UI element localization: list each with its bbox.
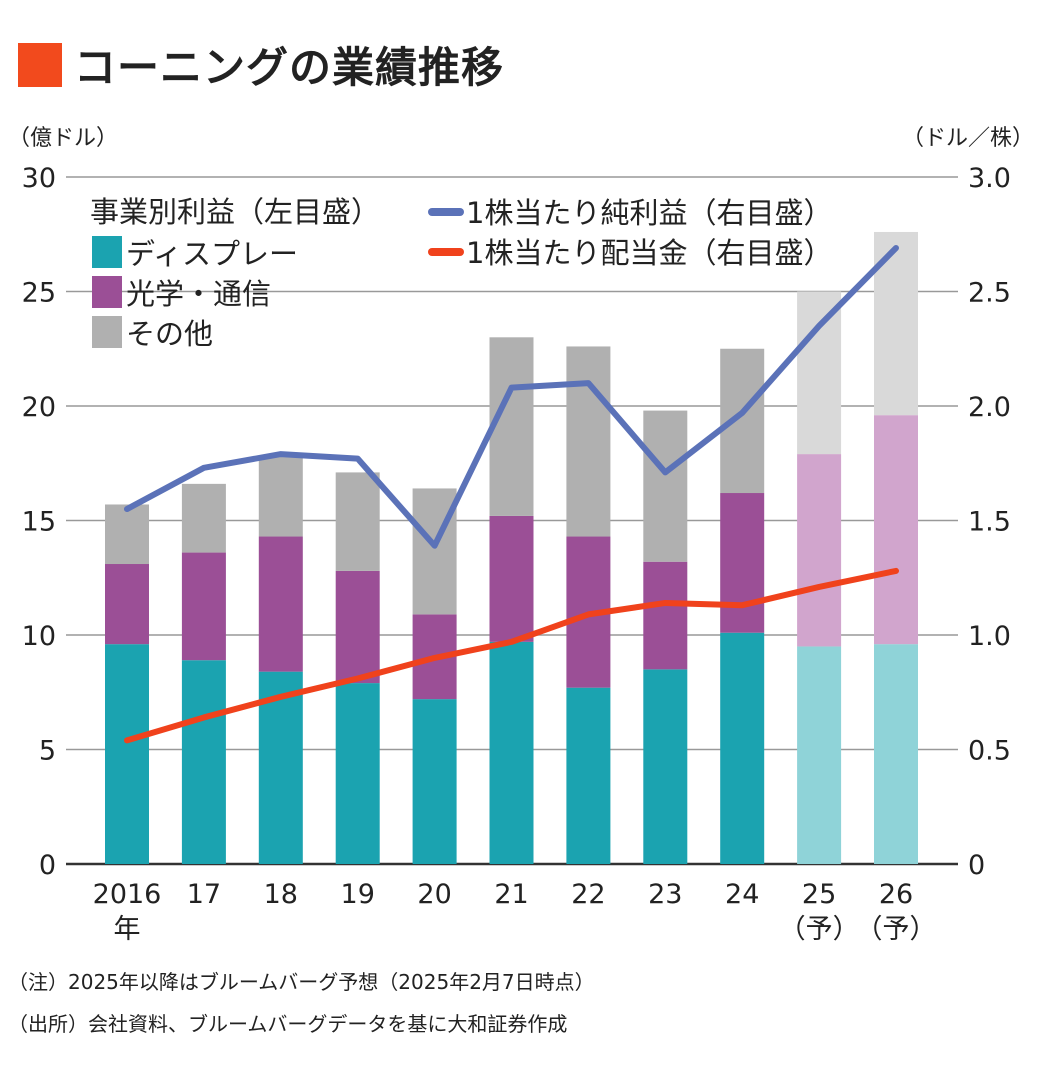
- x-tick-label: 2016: [93, 879, 162, 910]
- x-tick-sublabel: （予）: [856, 914, 937, 945]
- bar-other: [720, 348, 765, 494]
- bar-optical-comm: [797, 454, 842, 647]
- x-tick-label: 19: [341, 879, 375, 910]
- bar-display: [412, 699, 457, 864]
- bar-display: [566, 687, 611, 864]
- left-tick-label: 15: [22, 507, 56, 538]
- bar-optical-comm: [489, 515, 534, 642]
- bar-optical-comm: [643, 561, 688, 670]
- left-tick-label: 0: [39, 850, 56, 881]
- right-tick-label: 1.5: [968, 507, 1011, 538]
- x-tick-label: 22: [571, 879, 605, 910]
- note-text: （注）2025年以降はブルームバーグ予想（2025年2月7日時点）: [8, 970, 595, 994]
- bar-display: [874, 644, 918, 864]
- x-tick-label: 17: [187, 879, 221, 910]
- x-tick-label: 18: [264, 879, 298, 910]
- bar-other: [797, 291, 842, 455]
- source-text: （出所）会社資料、ブルームバーグデータを基に大和証券作成: [8, 1012, 568, 1036]
- legend-label: ディスプレー: [126, 237, 298, 271]
- bar-optical-comm: [181, 552, 226, 661]
- bar-optical-comm: [105, 564, 149, 645]
- bar-other: [105, 504, 149, 565]
- left-axis-unit: （億ドル）: [8, 126, 119, 151]
- bar-display: [643, 669, 688, 864]
- left-tick-label: 30: [22, 163, 56, 194]
- x-tick-sublabel: 年: [114, 914, 141, 945]
- right-tick-label: 1.0: [968, 621, 1011, 652]
- bar-other: [643, 410, 688, 562]
- right-tick-label: 0: [968, 850, 985, 881]
- left-tick-label: 5: [39, 736, 56, 767]
- bar-optical-comm: [258, 536, 303, 672]
- bar-display: [797, 646, 842, 864]
- legend-swatch: [92, 236, 122, 268]
- legend-label: 1株当たり配当金（右目盛）: [466, 236, 832, 270]
- bar-optical-comm: [720, 493, 765, 633]
- bar-display: [335, 683, 380, 864]
- bar-other: [566, 346, 611, 537]
- right-tick-label: 2.5: [968, 278, 1011, 309]
- left-tick-label: 25: [22, 278, 56, 309]
- bar-display: [105, 644, 149, 864]
- chart-title: コーニングの業績推移: [18, 34, 504, 95]
- title-text: コーニングの業績推移: [74, 43, 505, 92]
- bar-display: [181, 660, 226, 864]
- right-tick-label: 3.0: [968, 163, 1011, 194]
- legend-swatch: [92, 316, 122, 348]
- left-tick-label: 10: [22, 621, 56, 652]
- bar-optical-comm: [874, 415, 918, 645]
- bar-other: [335, 472, 380, 571]
- legend-swatch: [92, 276, 122, 308]
- legend-label: その他: [126, 317, 213, 351]
- right-axis-unit: （ドル／株）: [901, 126, 1034, 151]
- x-tick-sublabel: （予）: [779, 914, 860, 945]
- x-tick-label: 20: [417, 879, 451, 910]
- bar-display: [489, 641, 534, 864]
- right-tick-label: 0.5: [968, 736, 1011, 767]
- x-tick-label: 24: [725, 879, 759, 910]
- right-tick-label: 2.0: [968, 392, 1011, 423]
- bar-other: [258, 456, 303, 537]
- x-tick-label: 25: [802, 879, 836, 910]
- left-tick-label: 20: [22, 392, 56, 423]
- x-tick-label: 21: [494, 879, 528, 910]
- legend-label: 光学・通信: [126, 277, 271, 311]
- bar-optical-comm: [335, 570, 380, 684]
- x-tick-label: 23: [648, 879, 682, 910]
- bar-other: [181, 483, 226, 553]
- legend-label: 1株当たり純利益（右目盛）: [466, 196, 832, 230]
- title-marker: [18, 42, 62, 87]
- legend-title: 事業別利益（左目盛）: [90, 195, 380, 229]
- bar-other: [489, 337, 534, 516]
- bar-display: [720, 632, 765, 864]
- x-tick-label: 26: [879, 879, 913, 910]
